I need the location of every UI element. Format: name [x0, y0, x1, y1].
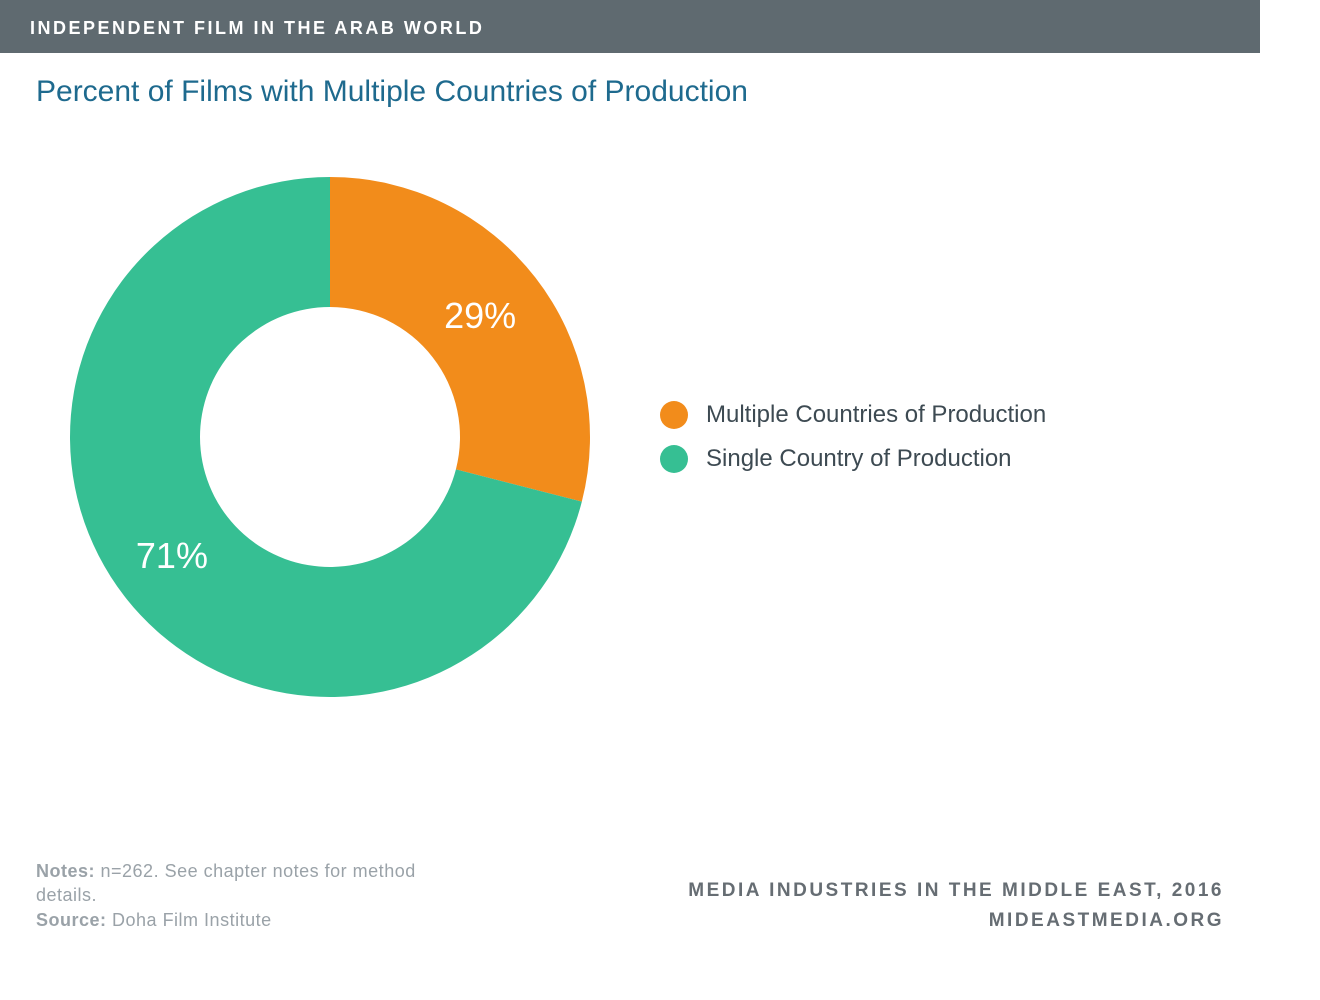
footer-notes: Notes: n=262. See chapter notes for meth…	[36, 859, 456, 932]
notes-label: Notes:	[36, 861, 95, 881]
legend-label: Single Country of Production	[706, 445, 1012, 473]
source-label: Source:	[36, 910, 107, 930]
donut-chart: 29% 71%	[50, 157, 610, 717]
attribution-line1: MEDIA INDUSTRIES IN THE MIDDLE EAST, 201…	[688, 880, 1224, 902]
chart-zone: 29% 71% Multiple Countries of Production S…	[0, 117, 1260, 717]
donut-slice	[330, 177, 590, 502]
attribution-line2: MIDEASTMEDIA.ORG	[688, 910, 1224, 932]
source-text: Doha Film Institute	[107, 910, 272, 930]
legend-label: Multiple Countries of Production	[706, 401, 1046, 429]
footer-attribution: MEDIA INDUSTRIES IN THE MIDDLE EAST, 201…	[688, 880, 1224, 932]
legend: Multiple Countries of Production Single C…	[610, 385, 1046, 489]
header-title: INDEPENDENT FILM IN THE ARAB WORLD	[30, 18, 484, 38]
legend-swatch	[660, 401, 688, 429]
slice-percent-label: 29%	[444, 295, 516, 337]
slice-percent-label: 71%	[136, 535, 208, 577]
header-bar: INDEPENDENT FILM IN THE ARAB WORLD	[0, 0, 1260, 53]
legend-item: Multiple Countries of Production	[660, 401, 1046, 429]
legend-swatch	[660, 445, 688, 473]
footer: Notes: n=262. See chapter notes for meth…	[0, 859, 1260, 950]
infographic-container: INDEPENDENT FILM IN THE ARAB WORLD Perce…	[0, 0, 1260, 950]
chart-title: Percent of Films with Multiple Countries…	[0, 53, 1260, 117]
legend-item: Single Country of Production	[660, 445, 1046, 473]
